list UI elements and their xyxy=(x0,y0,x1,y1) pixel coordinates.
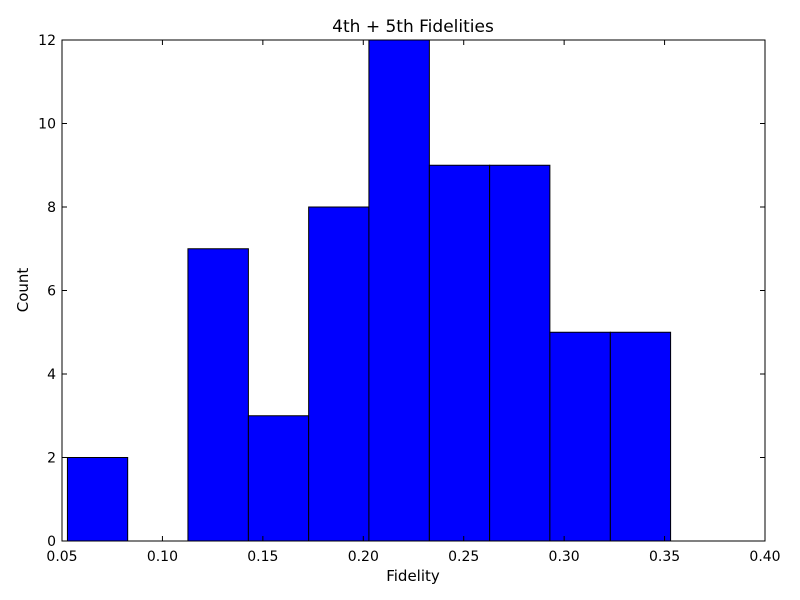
bars-group xyxy=(66,39,672,542)
x-axis-ticks: 0.05 0.10 0.15 0.20 0.25 0.30 0.35 0.40 xyxy=(46,40,781,565)
x-tick-label-1: 0.10 xyxy=(147,549,178,565)
x-tick-label-3: 0.20 xyxy=(348,549,379,565)
y-tick-label-0: 0 xyxy=(47,534,56,550)
y-tick-label-5: 10 xyxy=(38,117,56,133)
x-tick-label-4: 0.25 xyxy=(448,549,479,565)
x-axis-label: Fidelity xyxy=(386,567,440,585)
y-tick-label-3: 6 xyxy=(47,284,56,300)
x-tick-label-0: 0.05 xyxy=(46,549,77,565)
y-tick-label-4: 8 xyxy=(47,200,56,216)
y-tick-label-6: 12 xyxy=(38,33,56,49)
x-tick-label-2: 0.15 xyxy=(247,549,278,565)
histogram-bar-7 xyxy=(489,164,551,542)
histogram-bar-6 xyxy=(428,164,491,542)
y-axis-ticks: 0 2 4 6 8 10 12 xyxy=(38,33,765,550)
histogram-bar-9 xyxy=(609,331,672,542)
histogram-bar-0 xyxy=(66,457,129,542)
x-tick-label-7: 0.40 xyxy=(749,549,780,565)
y-tick-label-2: 4 xyxy=(47,367,56,383)
histogram-bar-4 xyxy=(308,206,370,542)
histogram-bar-2 xyxy=(187,248,249,542)
y-tick-label-1: 2 xyxy=(47,451,56,467)
histogram-bar-5 xyxy=(368,39,430,542)
histogram-bar-3 xyxy=(247,415,310,542)
y-axis-label: Count xyxy=(14,268,32,313)
x-tick-label-5: 0.30 xyxy=(549,549,580,565)
histogram-bar-8 xyxy=(549,331,611,542)
chart-title: 4th + 5th Fidelities xyxy=(332,17,494,37)
x-tick-label-6: 0.35 xyxy=(649,549,680,565)
